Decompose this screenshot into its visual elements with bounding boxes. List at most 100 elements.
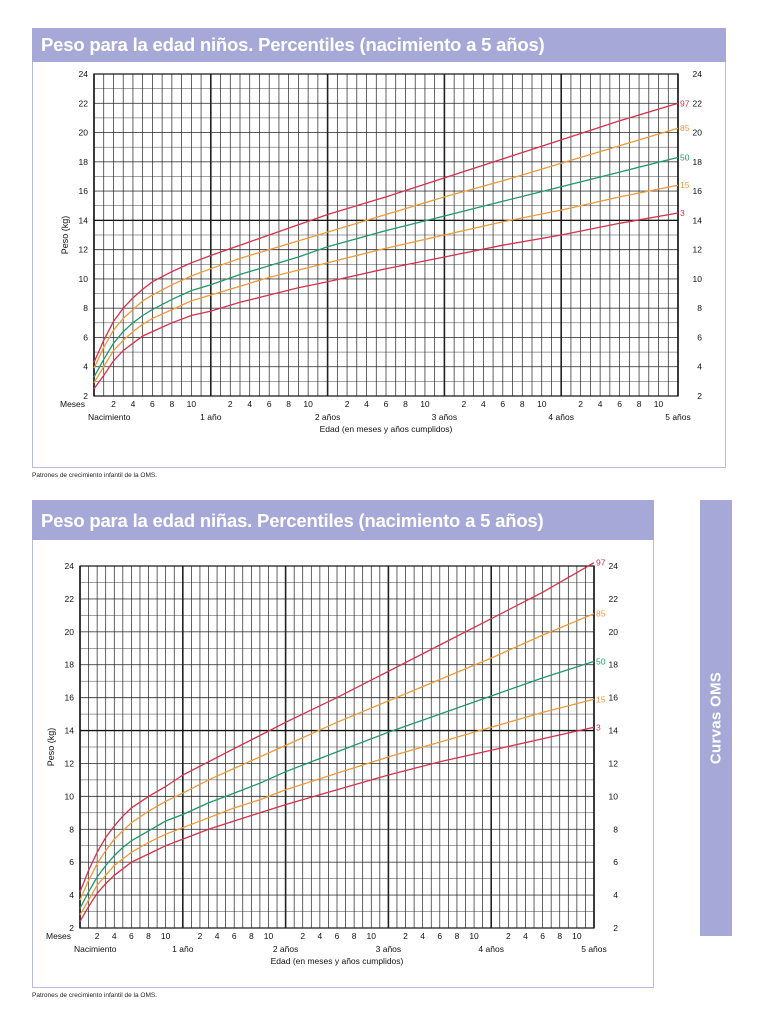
month-tick-label: 2	[506, 931, 511, 941]
month-tick-label: 10	[303, 399, 313, 409]
month-tick-label: 8	[520, 399, 525, 409]
y-tick-label-right: 20	[609, 627, 619, 637]
y-tick-label-left: 22	[65, 594, 75, 604]
month-tick-label: 4	[215, 931, 220, 941]
month-tick-label: 4	[420, 931, 425, 941]
y-tick-label-right: 22	[609, 594, 619, 604]
percentile-line-85	[93, 127, 679, 369]
y-tick-label-left: 16	[65, 693, 75, 703]
year-label: 5 años	[665, 412, 691, 422]
month-tick-label: 8	[637, 399, 642, 409]
month-tick-label: 10	[367, 931, 377, 941]
month-tick-label: 2	[461, 399, 466, 409]
y-tick-label-left: 20	[65, 627, 75, 637]
y-tick-label-right: 16	[609, 693, 619, 703]
x-axis-label: Edad (en meses y años cumplidos)	[271, 956, 404, 966]
y-tick-label-right: 18	[609, 660, 619, 670]
y-tick-label-right: 6	[613, 857, 618, 867]
months-label: Meses	[46, 931, 71, 941]
boys-source-note: Patrones de crecimiento infantil de la O…	[32, 472, 158, 479]
y-axis-label: Peso (kg)	[60, 216, 70, 255]
year-label: 2 años	[273, 944, 299, 954]
percentile-line-85	[79, 613, 595, 901]
year-label: 3 años	[376, 944, 402, 954]
year-label: 2 años	[315, 412, 341, 422]
y-tick-label-right: 2	[613, 923, 618, 933]
month-tick-label: 4	[364, 399, 369, 409]
y-tick-label-left: 12	[65, 758, 75, 768]
percentile-line-3	[79, 726, 595, 922]
y-tick-label-left: 6	[69, 857, 74, 867]
month-tick-label: 4	[481, 399, 486, 409]
y-tick-label-right: 4	[613, 890, 618, 900]
y-tick-label-left: 2	[69, 923, 74, 933]
year-label: 5 años	[581, 944, 607, 954]
month-tick-label: 6	[335, 931, 340, 941]
month-tick-label: 8	[455, 931, 460, 941]
month-tick-label: 10	[420, 399, 430, 409]
girls-chart-panel	[32, 500, 654, 988]
percentile-line-15	[79, 698, 595, 916]
month-tick-label: 6	[267, 399, 272, 409]
month-tick-label: 6	[540, 931, 545, 941]
month-tick-label: 6	[437, 931, 442, 941]
year-label: 1 año	[172, 944, 194, 954]
y-tick-label-right: 2	[697, 391, 702, 401]
boys-chart-panel	[32, 28, 726, 468]
percentile-line-97	[79, 562, 595, 893]
percentile-line-50	[79, 660, 595, 909]
percentile-label-85: 85	[680, 123, 690, 133]
grid	[79, 565, 595, 929]
y-tick-label-left: 4	[83, 362, 88, 372]
y-tick-label-left: 18	[79, 157, 89, 167]
month-tick-label: 2	[111, 399, 116, 409]
y-tick-label-left: 2	[83, 391, 88, 401]
percentile-label-3: 3	[680, 208, 685, 218]
percentile-line-50	[93, 156, 679, 378]
month-tick-label: 8	[249, 931, 254, 941]
year-label: 4 años	[548, 412, 574, 422]
month-tick-label: 8	[169, 399, 174, 409]
percentile-label-50: 50	[680, 152, 690, 162]
month-tick-label: 6	[232, 931, 237, 941]
month-tick-label: 8	[403, 399, 408, 409]
plot-frame	[79, 565, 595, 929]
percentile-label-97: 97	[680, 98, 690, 108]
y-tick-label-left: 8	[83, 303, 88, 313]
y-tick-label-left: 4	[69, 890, 74, 900]
girls-chart-header: Peso para la edad niñas. Percentiles (na…	[32, 500, 654, 540]
month-tick-label: 6	[150, 399, 155, 409]
year-label: Nacimiento	[74, 944, 117, 954]
side-tab-label: Curvas OMS	[707, 671, 725, 765]
percentile-label-85: 85	[596, 609, 606, 619]
y-tick-label-left: 24	[65, 561, 75, 571]
y-tick-label-right: 12	[693, 245, 703, 255]
percentile-line-97	[93, 102, 679, 363]
y-tick-label-right: 12	[609, 758, 619, 768]
y-tick-label-left: 6	[83, 332, 88, 342]
month-tick-label: 4	[112, 931, 117, 941]
month-tick-label: 8	[146, 931, 151, 941]
y-tick-label-right: 24	[693, 69, 703, 79]
month-tick-label: 10	[264, 931, 274, 941]
month-tick-label: 2	[578, 399, 583, 409]
month-tick-label: 10	[161, 931, 171, 941]
month-tick-label: 6	[617, 399, 622, 409]
y-tick-label-left: 16	[79, 186, 89, 196]
year-label: Nacimiento	[88, 412, 131, 422]
x-axis-label: Edad (en meses y años cumplidos)	[320, 424, 453, 434]
y-tick-label-right: 24	[609, 561, 619, 571]
grid	[93, 73, 679, 397]
percentile-line-15	[93, 184, 679, 384]
month-tick-label: 6	[384, 399, 389, 409]
y-tick-label-right: 10	[693, 274, 703, 284]
y-tick-label-right: 8	[697, 303, 702, 313]
month-tick-label: 2	[228, 399, 233, 409]
month-tick-label: 2	[95, 931, 100, 941]
month-tick-label: 2	[198, 931, 203, 941]
boys-chart-header: Peso para la edad niños. Percentiles (na…	[32, 28, 726, 62]
y-tick-label-right: 6	[697, 332, 702, 342]
month-tick-label: 8	[352, 931, 357, 941]
percentile-line-3	[93, 212, 679, 390]
